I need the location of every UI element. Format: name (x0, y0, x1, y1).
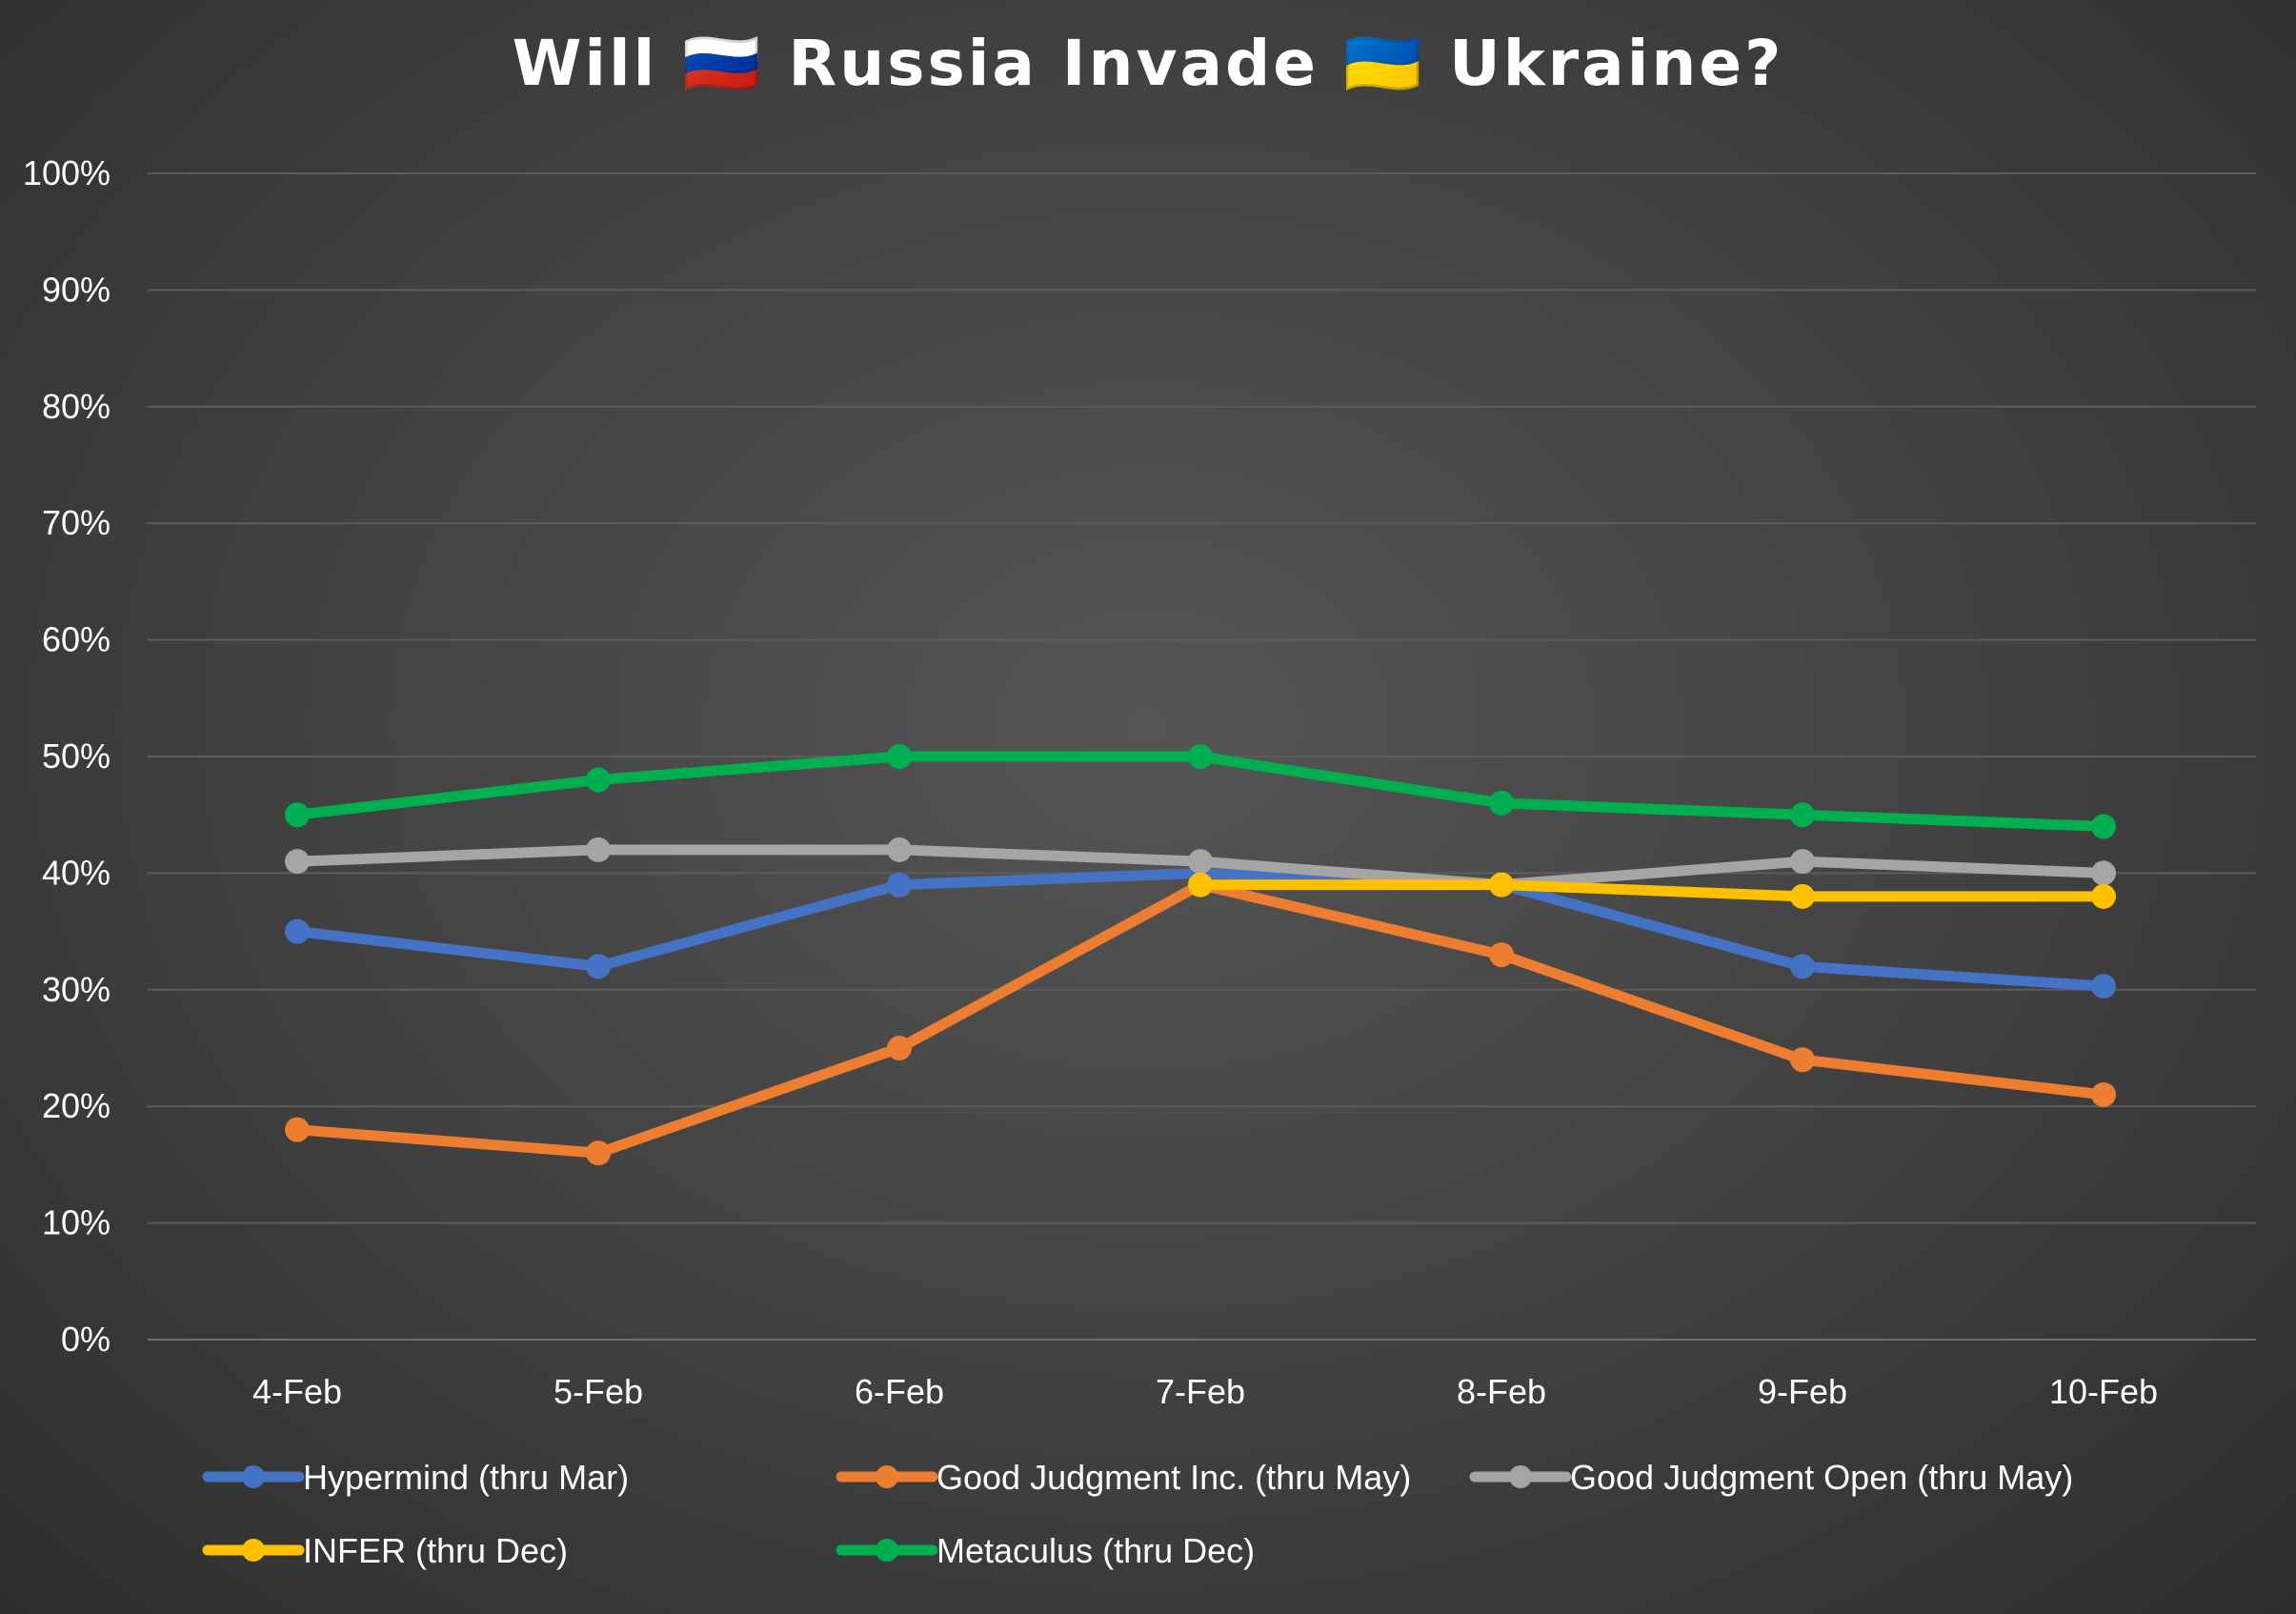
legend-label: Metaculus (thru Dec) (937, 1531, 1255, 1570)
y-tick-label: 10% (42, 1203, 111, 1242)
data-point (1188, 744, 1213, 769)
data-point (887, 744, 912, 769)
series-line (292, 879, 2109, 1159)
data-point (2091, 1081, 2116, 1107)
data-point (2091, 814, 2116, 839)
legend-marker (242, 1465, 265, 1488)
x-tick-label: 10-Feb (2049, 1372, 2158, 1411)
y-tick-label: 20% (42, 1086, 111, 1125)
x-tick-label: 5-Feb (554, 1372, 643, 1411)
y-tick-label: 60% (42, 620, 111, 659)
x-tick-label: 4-Feb (252, 1372, 342, 1411)
data-point (1489, 942, 1514, 968)
y-tick-label: 100% (23, 153, 111, 192)
series-1 (285, 872, 2116, 1166)
y-tick-label: 50% (42, 736, 111, 776)
data-point (887, 1036, 912, 1060)
series-3 (1188, 872, 2116, 909)
data-point (1790, 954, 1815, 979)
series-2 (285, 837, 2116, 898)
legend-marker (876, 1539, 898, 1562)
data-point (1790, 802, 1815, 828)
y-tick-label: 70% (42, 503, 111, 542)
data-point (2091, 883, 2116, 909)
y-tick-label: 90% (42, 270, 111, 309)
legend-marker (876, 1465, 898, 1488)
data-point (887, 872, 912, 898)
data-point (285, 1117, 310, 1142)
x-axis-ticks: 4-Feb 5-Feb 6-Feb 7-Feb 8-Feb 9-Feb 10-Feb (252, 1372, 2158, 1411)
data-point (1790, 1047, 1815, 1073)
series-4 (285, 744, 2116, 839)
data-point (887, 837, 912, 862)
data-point (586, 837, 611, 862)
y-tick-label: 0% (61, 1320, 111, 1359)
data-point (2091, 974, 2116, 999)
y-axis-ticks: 0% 10% 20% 30% 40% 50% 60% 70% 80% 90% 100% (23, 153, 111, 1359)
y-tick-label: 40% (42, 853, 111, 892)
legend-item: Metaculus (thru Dec) (836, 1531, 1255, 1570)
legend-item: Good Judgment Open (thru May) (1469, 1458, 2073, 1497)
data-point (1489, 790, 1514, 816)
series-line (1195, 879, 2109, 902)
data-point (1790, 849, 1815, 875)
data-point (285, 802, 310, 828)
chart-title: Will 🇷🇺 Russia Invade 🇺🇦 Ukraine? (512, 27, 1784, 100)
legend-item: INFER (thru Dec) (202, 1531, 568, 1570)
data-point (1790, 883, 1815, 909)
legend: Hypermind (thru Mar) Good Judgment Inc. (… (202, 1458, 2073, 1570)
data-point (586, 1140, 611, 1166)
x-tick-label: 7-Feb (1156, 1372, 1245, 1411)
x-tick-label: 9-Feb (1758, 1372, 1847, 1411)
legend-label: Hypermind (thru Mar) (303, 1458, 629, 1497)
series-lines (285, 744, 2116, 1166)
legend-label: Good Judgment Open (thru May) (1570, 1458, 2073, 1497)
data-point (586, 954, 611, 979)
data-point (2091, 860, 2116, 886)
x-tick-label: 6-Feb (855, 1372, 944, 1411)
x-tick-label: 8-Feb (1457, 1372, 1546, 1411)
legend-label: INFER (thru Dec) (303, 1531, 568, 1570)
data-point (1188, 849, 1213, 875)
gridlines (148, 172, 2256, 1341)
data-point (1188, 872, 1213, 898)
data-point (285, 918, 310, 944)
data-point (285, 849, 310, 875)
y-tick-label: 30% (42, 970, 111, 1009)
legend-marker (242, 1539, 265, 1562)
data-point (586, 767, 611, 793)
legend-item: Hypermind (thru Mar) (202, 1458, 629, 1497)
legend-item: Good Judgment Inc. (thru May) (836, 1458, 1411, 1497)
y-tick-label: 80% (42, 387, 111, 426)
legend-marker (1509, 1465, 1532, 1488)
data-point (1489, 872, 1514, 898)
legend-label: Good Judgment Inc. (thru May) (937, 1458, 1411, 1497)
